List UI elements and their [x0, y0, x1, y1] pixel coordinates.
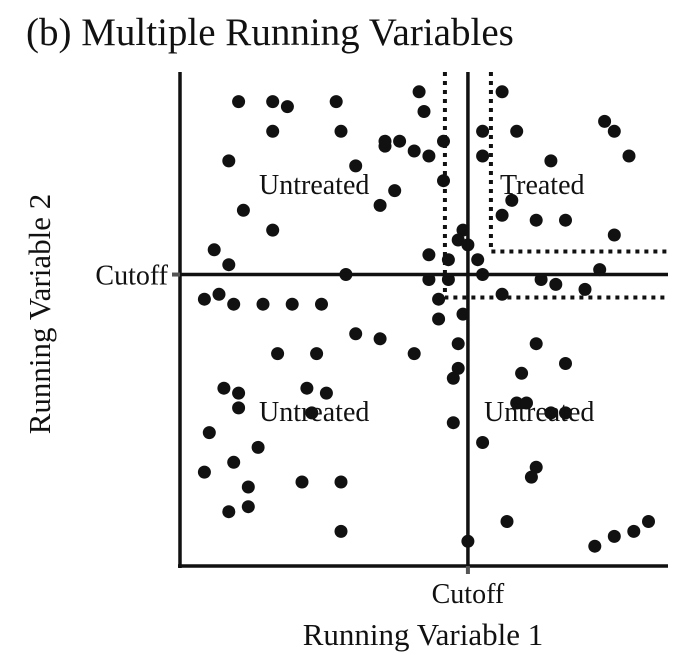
data-point-39 [422, 248, 436, 262]
data-point-41 [471, 253, 485, 267]
data-point-0 [232, 95, 246, 109]
data-point-22 [476, 149, 490, 163]
data-point-45 [549, 277, 563, 291]
data-point-61 [373, 332, 387, 346]
data-point-50 [197, 292, 211, 306]
x-cutoff-label: Cutoff [432, 579, 505, 610]
data-point-86 [529, 460, 543, 474]
data-point-30 [495, 208, 509, 222]
data-point-56 [432, 292, 446, 306]
region-label-top-right: Treated [500, 170, 585, 201]
data-point-36 [607, 228, 621, 242]
data-point-46 [578, 282, 592, 296]
data-point-93 [222, 505, 236, 519]
data-point-83 [251, 440, 265, 454]
data-point-72 [319, 386, 333, 400]
data-point-74 [232, 386, 246, 400]
data-point-1 [266, 95, 280, 109]
data-point-34 [451, 233, 465, 247]
data-point-7 [334, 124, 348, 138]
data-points [197, 85, 655, 553]
data-point-14 [222, 154, 236, 168]
data-point-99 [627, 524, 641, 538]
data-point-75 [232, 401, 246, 415]
data-point-77 [510, 396, 524, 410]
data-point-55 [315, 297, 328, 311]
data-point-18 [407, 144, 421, 158]
data-point-13 [622, 149, 636, 163]
data-point-80 [559, 406, 572, 420]
region-label-top-left: Untreated [259, 170, 369, 201]
data-point-66 [407, 347, 421, 361]
data-point-95 [334, 524, 348, 538]
data-point-67 [451, 361, 465, 375]
data-point-54 [285, 297, 299, 311]
data-point-23 [544, 154, 558, 168]
treated-region-boundary [488, 72, 668, 254]
data-point-64 [271, 347, 285, 361]
data-point-82 [202, 426, 216, 440]
data-point-79 [544, 406, 558, 420]
data-point-27 [236, 203, 250, 217]
data-point-51 [212, 287, 226, 301]
data-point-31 [529, 213, 543, 227]
data-point-4 [412, 85, 426, 99]
data-point-12 [607, 124, 621, 138]
data-point-89 [295, 475, 309, 489]
data-point-8 [417, 105, 431, 118]
chart-title: (b) Multiple Running Variables [26, 11, 514, 54]
data-point-94 [500, 515, 514, 528]
data-point-92 [241, 500, 255, 514]
data-point-15 [349, 159, 363, 173]
data-point-71 [300, 381, 314, 395]
data-point-25 [388, 184, 402, 198]
data-point-81 [446, 416, 460, 430]
data-point-37 [207, 243, 221, 257]
y-axis-label: Running Variable 2 [22, 194, 57, 435]
data-point-6 [266, 124, 280, 138]
data-point-84 [476, 436, 490, 449]
data-point-88 [197, 465, 211, 479]
data-point-73 [217, 381, 231, 395]
data-point-90 [334, 475, 348, 489]
data-point-19 [378, 134, 392, 148]
data-point-68 [559, 357, 572, 370]
region-label-bottom-right: Untreated [484, 397, 594, 428]
region-label-bottom-left: Untreated [259, 397, 369, 428]
data-point-76 [305, 406, 319, 420]
data-point-38 [222, 258, 236, 272]
data-point-85 [227, 455, 241, 469]
data-point-17 [393, 134, 407, 148]
data-point-70 [515, 366, 529, 380]
x-axis-label: Running Variable 1 [303, 617, 544, 652]
data-point-100 [642, 515, 655, 528]
data-point-32 [559, 213, 572, 227]
data-point-52 [227, 297, 241, 311]
data-point-65 [310, 347, 324, 361]
data-point-97 [588, 539, 602, 553]
data-point-2 [280, 100, 294, 114]
data-point-11 [598, 114, 612, 128]
data-point-59 [432, 312, 446, 326]
data-point-69 [446, 371, 460, 385]
data-point-53 [256, 297, 270, 311]
data-point-10 [510, 124, 524, 138]
data-point-91 [241, 480, 255, 494]
data-point-3 [329, 95, 343, 109]
data-point-62 [451, 337, 465, 351]
y-cutoff-label: Cutoff [95, 261, 168, 292]
data-point-28 [266, 223, 280, 237]
data-point-63 [529, 337, 543, 351]
treated-region-boundary-outer [442, 72, 668, 300]
data-point-60 [349, 327, 363, 341]
data-point-87 [524, 470, 538, 484]
data-point-98 [607, 529, 621, 543]
data-point-9 [476, 124, 490, 138]
data-point-78 [520, 396, 533, 410]
data-point-5 [495, 85, 509, 99]
data-point-26 [373, 198, 387, 212]
data-point-20 [422, 149, 436, 163]
data-point-29 [505, 193, 519, 207]
